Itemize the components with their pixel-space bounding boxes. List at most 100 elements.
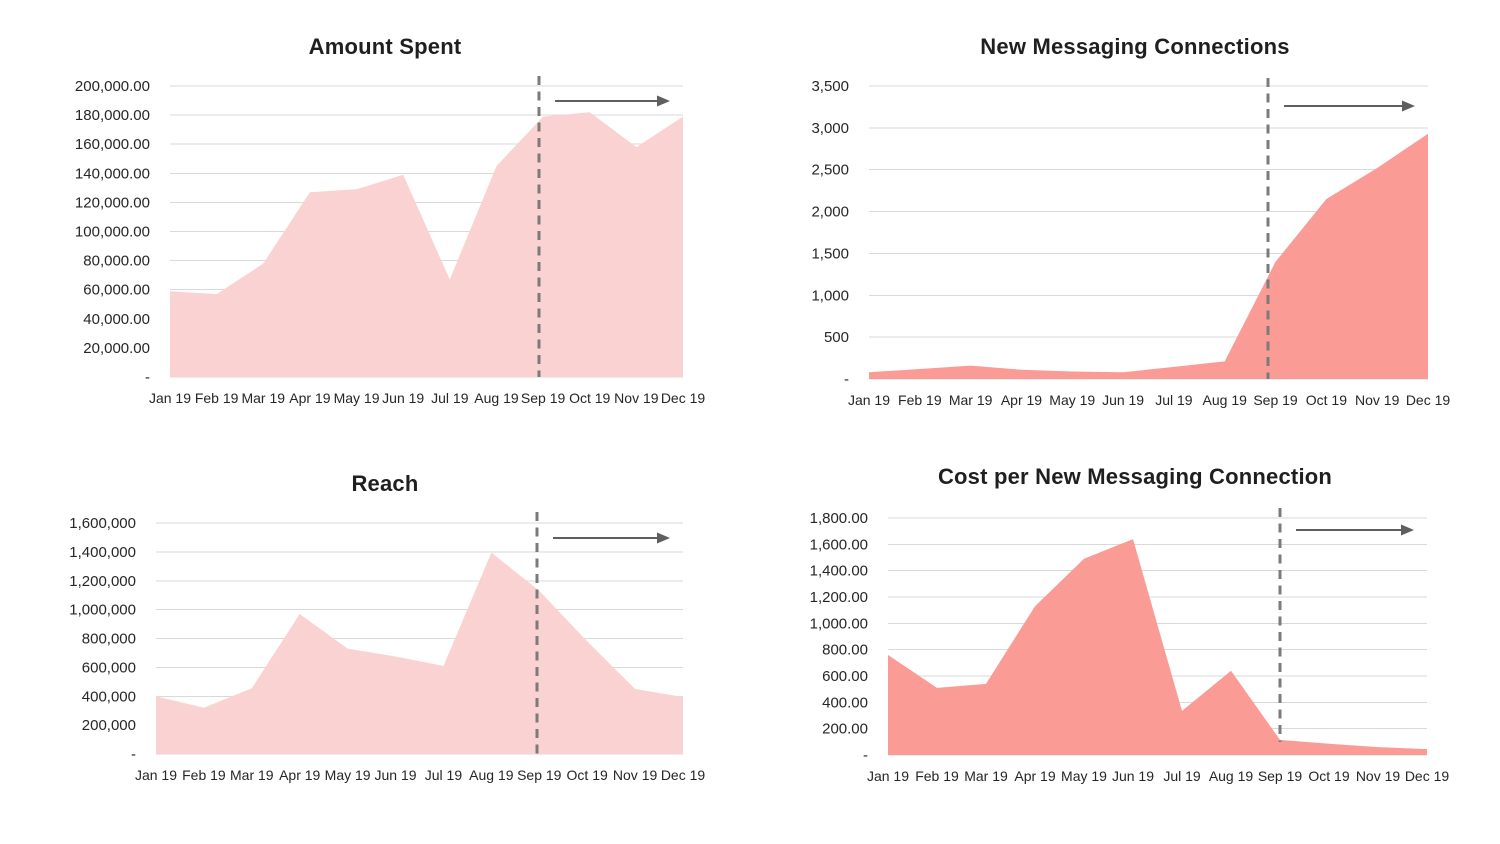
area-series [869,133,1428,379]
y-axis-tick-label: 20,000.00 [83,340,150,357]
x-axis-label: Feb 19 [182,767,226,783]
x-axis-label: Jan 19 [848,392,890,408]
chart-amount-spent: Amount Spent 200,000.00 180,000.00 160,000… [0,0,750,422]
y-axis-tick-label: 1,400.00 [810,563,868,580]
y-axis-tick-label: 180,000.00 [75,107,150,124]
x-axis-label: Jun 19 [375,767,417,783]
chart-title-cost-per-new-messaging-connection: Cost per New Messaging Connection [937,464,1333,489]
x-axis-label: Apr 19 [1001,392,1042,408]
y-axis-tick-label: 2,500 [811,162,849,179]
x-axis-label: Dec 19 [1405,768,1450,784]
x-axis-label: Oct 19 [1308,768,1349,784]
y-axis-tick-label: 400,000 [82,688,136,705]
area-series [170,112,683,377]
x-axis-label: Nov 19 [1356,768,1401,784]
new-messaging-connections-plot: 3,500 3,000 2,500 2,000 1,500 1,000 500 - Jan 19… [811,78,1451,408]
x-axis-label: Aug 19 [469,767,514,783]
y-axis-tick-label: 1,200.00 [810,589,868,606]
cost-per-new-messaging-connection-plot: 1,800.00 1,600.00 1,400.00 1,200.00 1,000.00… [810,508,1450,784]
trend-arrow-head-icon [1402,100,1415,112]
x-axis-label: May 19 [334,390,380,406]
y-axis-tick-label: 1,000.00 [810,615,868,632]
x-axis-label: Feb 19 [898,392,942,408]
y-axis-tick-label: 1,000 [811,287,849,304]
reach-plot: 1,600,000 1,400,000 1,200,000 1,000,000 800,… [69,512,706,783]
x-axis-label: Dec 19 [661,390,706,406]
y-axis-tick-label: 200.00 [822,721,868,738]
y-axis-tick-label: 1,600,000 [69,515,136,532]
y-axis-tick-label: 160,000.00 [75,136,150,153]
y-axis-tick-label: 600.00 [822,668,868,685]
x-axis-label: Jan 19 [149,390,191,406]
x-axis-label: Jul 19 [431,390,469,406]
trend-arrow-head-icon [1401,524,1414,536]
y-axis-tick-label: 1,800.00 [810,510,868,527]
y-axis-tick-label: 800,000 [82,631,136,648]
y-axis-tick-label: 1,200,000 [69,573,136,590]
y-axis-tick-label: 120,000.00 [75,194,150,211]
x-axis-label: Jun 19 [1112,768,1154,784]
x-axis-label: Dec 19 [1406,392,1451,408]
x-axis-label: Apr 19 [279,767,320,783]
trend-arrow-head-icon [657,532,670,544]
y-axis-tick-label: 40,000.00 [83,311,150,328]
y-axis-tick-label: 140,000.00 [75,165,150,182]
x-axis-label: Sep 19 [517,767,562,783]
area-series [888,539,1427,755]
chart-reach: Reach 1,600,000 1,400,000 1,200,000 1,000,0… [0,422,750,844]
y-axis-tick-label: 2,000 [811,204,849,221]
x-axis-label: Dec 19 [661,767,706,783]
x-axis-label: Nov 19 [1355,392,1400,408]
y-axis-tick-label: 200,000 [82,717,136,734]
x-axis-label: Nov 19 [613,767,658,783]
x-axis-label: Sep 19 [521,390,566,406]
amount-spent-plot: 200,000.00 180,000.00 160,000.00 140,000.00… [75,76,706,406]
trend-arrow-head-icon [657,95,670,107]
y-axis-tick-label: 1,600.00 [810,536,868,553]
x-axis-label: Jul 19 [1155,392,1193,408]
x-axis-label: Jun 19 [382,390,424,406]
x-axis-label: Feb 19 [195,390,239,406]
y-axis-tick-label: - [844,371,849,388]
y-axis-tick-label: - [863,747,868,764]
x-axis-label: Jul 19 [1163,768,1201,784]
chart-title-amount-spent: Amount Spent [308,34,462,59]
x-axis-label: Apr 19 [1014,768,1055,784]
x-axis-label: Jul 19 [425,767,463,783]
x-axis-label: Feb 19 [915,768,959,784]
chart-title-new-messaging-connections: New Messaging Connections [980,34,1290,59]
y-axis-tick-label: 400.00 [822,694,868,711]
x-axis-label: Aug 19 [1209,768,1254,784]
x-axis-label: Mar 19 [964,768,1008,784]
y-axis-tick-label: 600,000 [82,659,136,676]
x-axis-label: Jan 19 [867,768,909,784]
y-axis-tick-label: 100,000.00 [75,224,150,241]
y-axis-tick-label: 80,000.00 [83,253,150,270]
x-axis-label: Nov 19 [614,390,659,406]
x-axis-label: Sep 19 [1253,392,1298,408]
x-axis-label: May 19 [1049,392,1095,408]
y-axis-tick-label: 1,400,000 [69,544,136,561]
area-series [156,552,683,754]
y-axis-tick-label: - [145,369,150,386]
chart-cost-per-new-messaging-connection: Cost per New Messaging Connection 1,800.… [750,422,1500,844]
x-axis-label: Jun 19 [1102,392,1144,408]
x-axis-label: Apr 19 [289,390,330,406]
y-axis-tick-label: 60,000.00 [83,282,150,299]
x-axis-label: Sep 19 [1258,768,1303,784]
x-axis-label: Mar 19 [949,392,993,408]
x-axis-label: Aug 19 [474,390,519,406]
y-axis-tick-label: - [131,746,136,763]
x-axis-label: Aug 19 [1203,392,1248,408]
x-axis-label: Oct 19 [1306,392,1347,408]
x-axis-label: Mar 19 [241,390,285,406]
y-axis-tick-label: 3,500 [811,78,849,95]
x-axis-label: Oct 19 [569,390,610,406]
y-axis-tick-label: 1,000,000 [69,602,136,619]
chart-title-reach: Reach [351,471,419,496]
y-axis-tick-label: 500 [824,329,849,346]
y-axis-tick-label: 1,500 [811,245,849,262]
y-axis-tick-label: 200,000.00 [75,78,150,95]
x-axis-label: Oct 19 [567,767,608,783]
